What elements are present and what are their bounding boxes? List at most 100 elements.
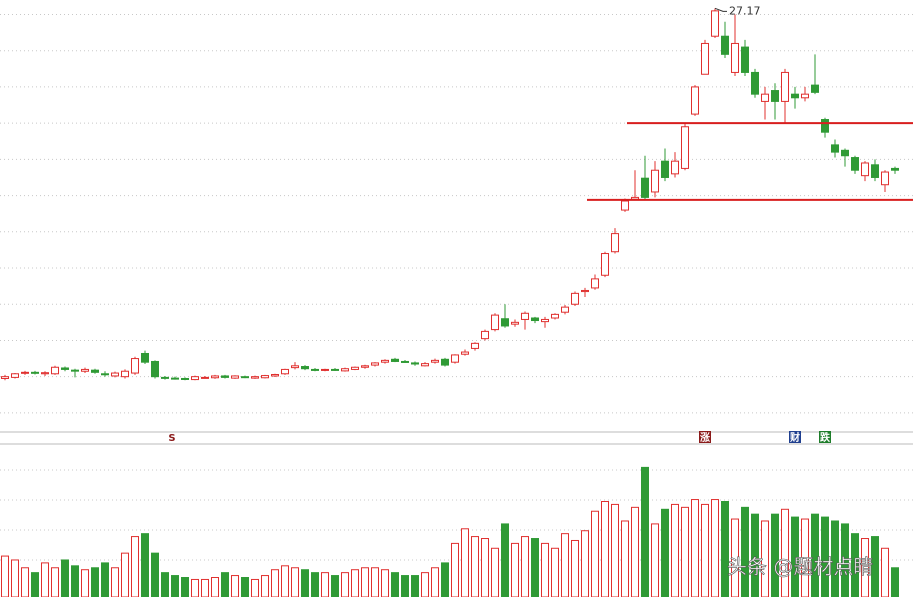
candle-body: [451, 354, 459, 363]
volume-bar: [251, 578, 259, 597]
candle-body: [111, 372, 119, 377]
volume-bar: [181, 577, 189, 597]
volume-bar: [651, 523, 659, 597]
candle-body: [331, 368, 339, 371]
volume-bar: [151, 552, 159, 597]
candle-body: [171, 377, 179, 380]
volume-bar: [51, 567, 59, 597]
volume-bar: [421, 572, 429, 597]
candle-body: [821, 119, 829, 133]
candle-body: [51, 366, 59, 375]
candle-body: [871, 164, 879, 178]
candle-body: [61, 367, 69, 370]
volume-bar: [41, 562, 49, 597]
candle-body: [541, 318, 549, 323]
candle-body: [551, 313, 559, 319]
candle-body: [411, 362, 419, 365]
volume-bar: [171, 575, 179, 597]
candle-body: [611, 233, 619, 253]
candle-body: [351, 366, 359, 370]
volume-bar: [481, 538, 489, 597]
candle-body: [291, 365, 299, 369]
volume-bar: [281, 565, 289, 597]
candle-body: [121, 370, 129, 378]
candle-body: [681, 126, 689, 169]
volume-bar: [291, 567, 299, 597]
candle-body: [461, 351, 469, 355]
volume-bar: [601, 500, 609, 597]
volume-bar: [891, 567, 899, 597]
volume-bar: [61, 559, 69, 597]
candle-body: [261, 375, 269, 379]
candle-body: [861, 162, 869, 177]
candle-body: [831, 144, 839, 153]
candle-body: [721, 35, 729, 55]
volume-bar: [521, 536, 529, 597]
candle-body: [221, 375, 229, 378]
high-label: 27.17: [729, 4, 761, 17]
volume-bar: [461, 528, 469, 597]
candle-body: [81, 368, 89, 372]
volume-bar: [821, 516, 829, 597]
volume-bar: [511, 542, 519, 597]
volume-bar: [321, 572, 329, 597]
candle-body: [711, 10, 719, 37]
candle-body: [501, 318, 509, 327]
candle-body: [401, 360, 409, 363]
volume-bar: [341, 572, 349, 597]
candle-body: [341, 368, 349, 372]
volume-bar: [191, 578, 199, 597]
volume-bar: [91, 567, 99, 597]
volume-bar: [851, 533, 859, 597]
volume-bar: [101, 562, 109, 597]
candle-body: [231, 375, 239, 379]
candle-body: [511, 321, 519, 325]
candle-body: [621, 200, 629, 211]
watermark: 头条 @题材点睛: [727, 555, 873, 579]
volume-bar: [231, 575, 239, 597]
candle-body: [241, 376, 249, 379]
event-marker: 涨: [700, 431, 710, 444]
candle-body: [601, 253, 609, 276]
candle-body: [311, 368, 319, 371]
candle-body: [21, 371, 29, 374]
volume-bar: [541, 542, 549, 597]
candle-body: [651, 169, 659, 193]
event-marker: 跌: [820, 431, 831, 444]
volume-bar: [791, 516, 799, 597]
volume-bar: [561, 533, 569, 597]
volume-bar: [241, 577, 249, 597]
candle-body: [671, 160, 679, 175]
candle-body: [1, 376, 9, 379]
volume-bar: [31, 572, 39, 597]
candle-body: [441, 358, 449, 366]
volume-bar: [711, 499, 719, 597]
candle-body: [531, 317, 539, 322]
volume-bar: [411, 575, 419, 597]
candle-body: [471, 342, 479, 349]
volume-bar: [311, 572, 319, 597]
volume-bar: [691, 499, 699, 597]
candle-body: [91, 369, 99, 373]
volume-bar: [371, 567, 379, 597]
volume-bar: [131, 536, 139, 597]
candle-body: [771, 90, 779, 102]
candle-body: [761, 93, 769, 102]
candle-body: [281, 368, 289, 375]
volume-bar: [641, 466, 649, 597]
volume-bar: [551, 547, 559, 597]
volume-bar: [881, 547, 889, 597]
event-marker-box: [819, 431, 831, 443]
volume-bar: [141, 533, 149, 597]
candle-body: [641, 177, 649, 198]
candle-body: [371, 362, 379, 366]
event-marker: 财: [789, 431, 800, 444]
volume-bar: [431, 567, 439, 597]
candle-body: [781, 71, 789, 102]
candle-body: [391, 358, 399, 362]
volume-bar: [441, 562, 449, 597]
candle-body: [421, 363, 429, 367]
candle-body: [201, 376, 209, 379]
